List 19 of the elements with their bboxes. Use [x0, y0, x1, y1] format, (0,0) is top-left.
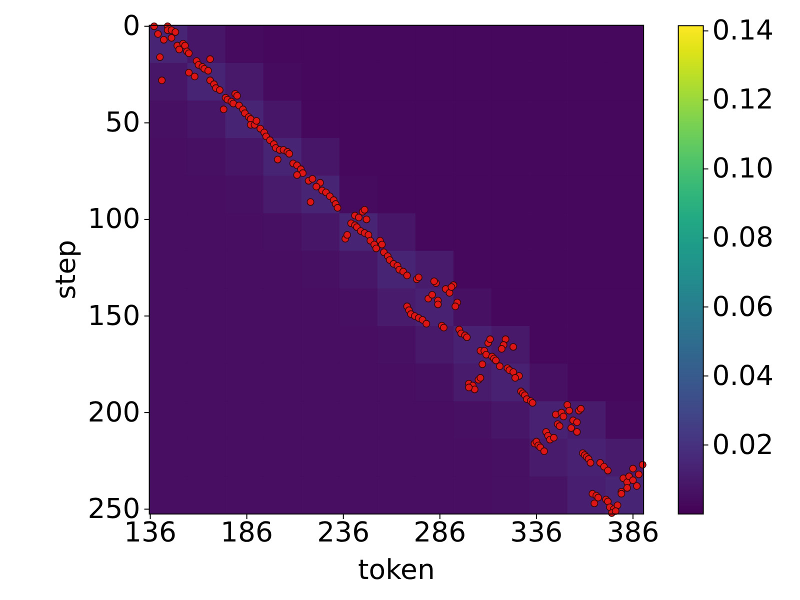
x-tick-label: 386	[606, 516, 660, 549]
color-bar-label: 0.08	[712, 222, 774, 254]
y-tick-label: 100	[88, 203, 140, 236]
color-bar-label: 0.14	[712, 14, 774, 47]
y-tick-label: 0	[122, 10, 140, 42]
x-axis-title: token	[358, 554, 435, 586]
color-bar-label: 0.06	[712, 290, 774, 323]
x-tick-label: 336	[510, 516, 563, 549]
y-axis-title: step	[50, 240, 82, 300]
color-bar-label: 0.10	[712, 152, 774, 185]
y-tick-label: 50	[105, 106, 140, 139]
y-tick-label: 150	[88, 300, 140, 332]
color-bar-label: 0.02	[712, 428, 774, 461]
x-tick-label: 236	[317, 516, 370, 549]
color-bar-label: 0.04	[712, 360, 774, 392]
y-tick-label: 200	[88, 396, 140, 428]
x-tick-label: 186	[220, 516, 274, 549]
x-tick-label: 286	[414, 516, 466, 549]
color-bar-label: 0.12	[712, 84, 774, 116]
